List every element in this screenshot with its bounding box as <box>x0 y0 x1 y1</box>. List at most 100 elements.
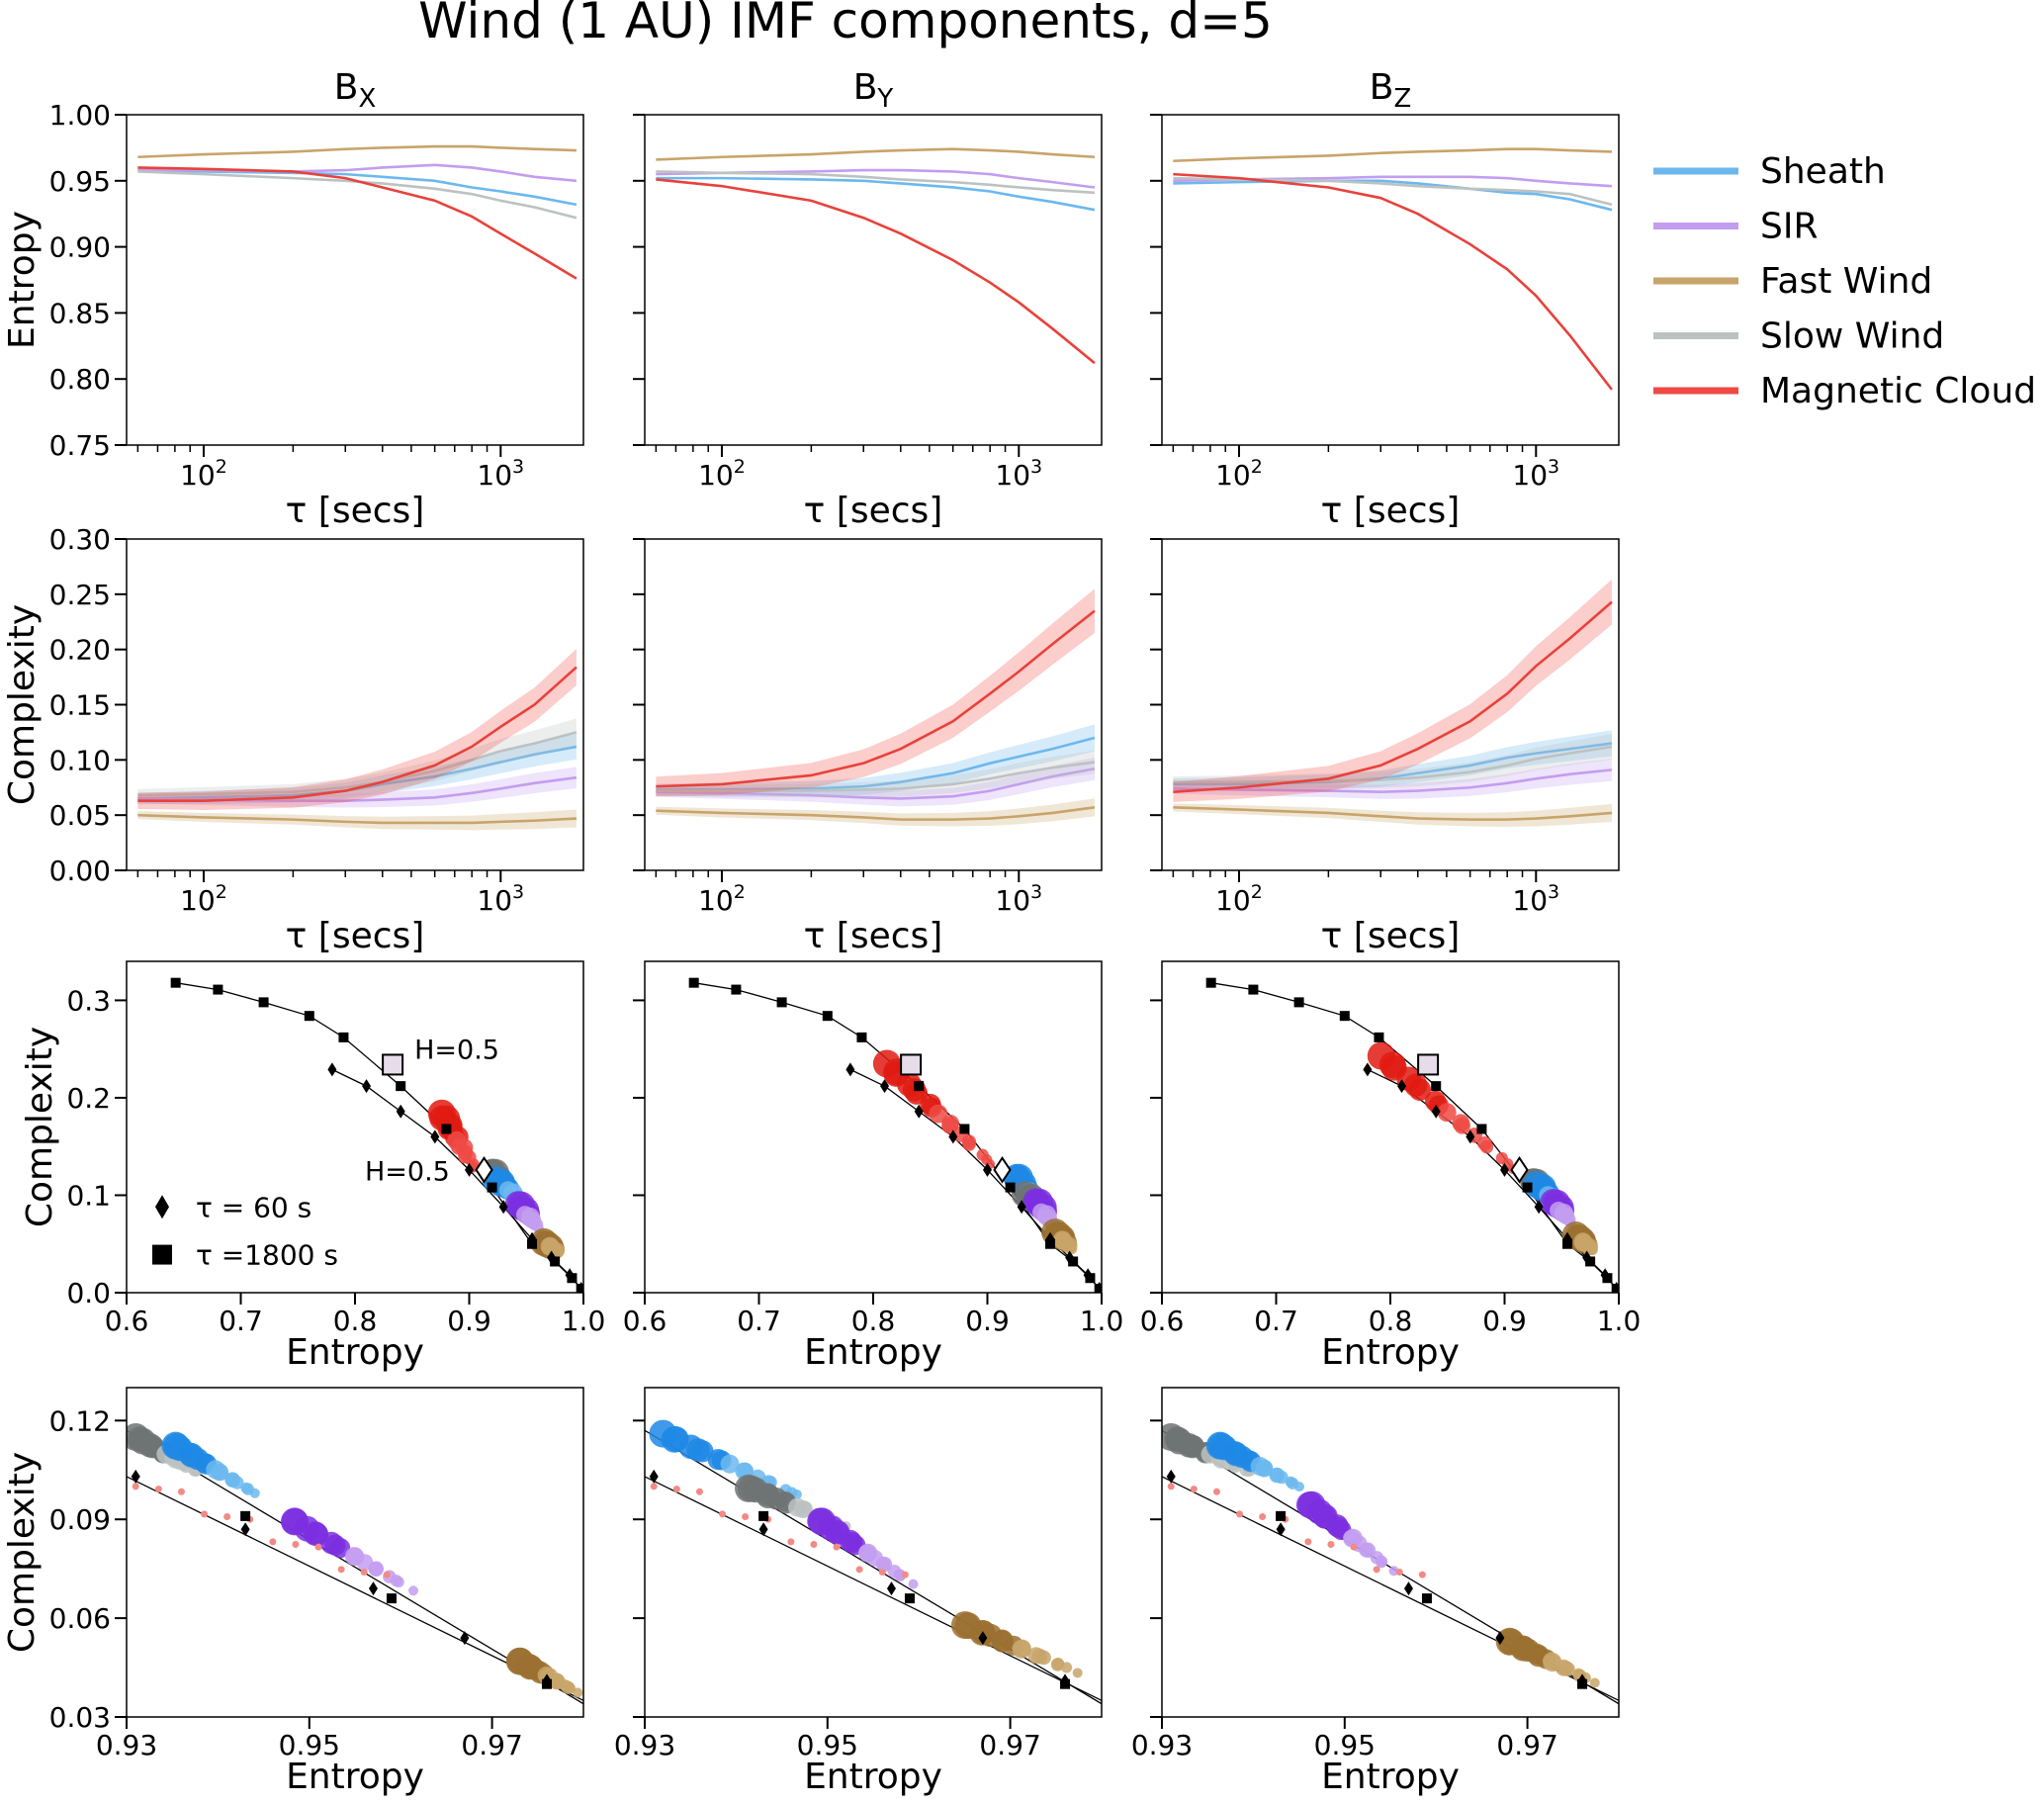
diamond-marker <box>1045 1231 1055 1246</box>
square-marker <box>1421 1593 1432 1604</box>
panel-entropy-vs-tau-bz: 102 103 τ [secs] <box>1150 114 1620 531</box>
y-tick-label: 0.30 <box>49 523 111 556</box>
diamond-marker <box>430 1129 440 1144</box>
line-sheath <box>656 736 1096 791</box>
axes-frame <box>1161 538 1620 871</box>
cluster-point-magnetic-cloud <box>833 1543 841 1551</box>
x-tick-label: 0.93 <box>614 1729 675 1761</box>
diamond-marker <box>465 1162 474 1177</box>
diamond-marker <box>460 1631 470 1646</box>
panel-entropy-vs-tau-bx: 0.75 0.80 0.85 0.90 0.95 1.00 102 103 τ [secs] En… <box>2 99 584 531</box>
x-axis-label: τ [secs] <box>286 491 425 531</box>
y-tick-label: 0.20 <box>49 634 111 667</box>
diamond-marker <box>1495 1631 1505 1646</box>
x-tick-label: 0.9 <box>447 1305 491 1337</box>
line-fast-wind <box>1173 147 1612 163</box>
x-tick-label: 102 <box>1215 456 1263 492</box>
column-title: BY <box>853 67 894 114</box>
x-tick-label: 0.9 <box>1482 1305 1527 1337</box>
square-marker <box>758 1510 769 1521</box>
cluster-point-magnetic-cloud <box>1327 1541 1335 1549</box>
y-tick-label: 0.3 <box>66 984 111 1017</box>
cluster-point-sheath <box>720 1454 740 1474</box>
cluster-point-sir <box>393 1576 404 1588</box>
cluster-point-magnetic-cloud <box>1236 1510 1244 1518</box>
line-sheath <box>656 176 1096 212</box>
cluster-point-magnetic-cloud <box>929 1104 948 1124</box>
square-marker <box>338 1032 349 1042</box>
plot-area <box>137 649 578 831</box>
x-axis-label: τ [secs] <box>1321 916 1461 956</box>
x-axis-label: Entropy <box>286 1757 424 1797</box>
cluster-point-magnetic-cloud <box>878 1568 886 1576</box>
cluster-point-magnetic-cloud <box>1479 1139 1494 1154</box>
cluster-point-sheath <box>1285 1476 1296 1488</box>
cluster-point-magnetic-cloud <box>269 1538 277 1546</box>
axes-frame <box>1161 1387 1620 1718</box>
cluster-point-magnetic-cloud <box>810 1541 818 1549</box>
panel-complexity-vs-tau-by: 102 103 τ [secs] <box>633 538 1103 956</box>
highlight-diamond-marker <box>475 1156 493 1184</box>
diamond-marker <box>1600 1268 1610 1283</box>
square-marker <box>240 1510 251 1521</box>
legend-label-fast-wind: Fast Wind <box>1760 261 1932 302</box>
x-tick-label: 102 <box>180 881 227 917</box>
x-axis-label: τ [secs] <box>1321 491 1461 531</box>
cluster-point-fast-wind <box>1064 1242 1075 1253</box>
diamond-marker <box>1065 1250 1075 1265</box>
square-marker <box>1276 1510 1287 1521</box>
band-sir <box>137 767 577 808</box>
diamond-marker <box>1060 1673 1070 1688</box>
band-magnetic-cloud <box>656 588 1095 797</box>
panel-complexity-entropy-plane-by: 0.6 0.7 0.8 0.9 1.0 Entropy <box>623 960 1123 1373</box>
diamond-marker <box>577 1282 583 1293</box>
x-axis-label: Entropy <box>1321 1757 1460 1797</box>
cluster-point-magnetic-cloud <box>1212 1488 1220 1495</box>
column-title: BZ <box>1370 67 1412 114</box>
cluster-point-sheath <box>1275 1470 1289 1485</box>
y-tick-label: 0.03 <box>49 1701 111 1734</box>
diamond-marker <box>1612 1282 1619 1293</box>
cluster-point-fast-wind <box>1072 1668 1083 1678</box>
axes-frame <box>1161 114 1620 446</box>
plot-area <box>170 977 583 1293</box>
fbm-line-tau60 <box>645 1476 1102 1701</box>
legend-diamond-icon <box>155 1195 169 1219</box>
line-fast-wind <box>656 147 1096 161</box>
x-tick-label: 0.6 <box>105 1305 149 1337</box>
x-tick-label: 0.7 <box>737 1305 781 1337</box>
square-marker <box>776 997 787 1008</box>
diamond-marker <box>542 1673 552 1688</box>
line-sir <box>656 168 1096 189</box>
line-sheath <box>1173 179 1613 212</box>
panel-complexity-entropy-plane-bx: 0.0 0.1 0.2 0.3 0.6 0.7 0.8 0.9 1.0 Entropy Comple… <box>20 960 605 1373</box>
square-marker <box>258 997 269 1008</box>
x-tick-label: 103 <box>995 456 1042 492</box>
square-marker <box>396 1081 406 1092</box>
cluster-point-sir <box>908 1579 919 1589</box>
x-tick-label: 103 <box>1512 456 1559 492</box>
axes-frame <box>126 114 584 446</box>
x-axis-label: τ [secs] <box>804 491 943 531</box>
square-marker <box>1522 1182 1533 1193</box>
y-axis-label: Complexity <box>20 1027 60 1227</box>
cluster-point-magnetic-cloud <box>1437 1103 1457 1123</box>
axes-frame <box>644 960 1103 1294</box>
square-marker <box>1374 1032 1384 1042</box>
cluster-point-sir <box>330 1538 351 1559</box>
x-tick-label: 0.97 <box>979 1729 1040 1761</box>
column-titles: BX BY BZ <box>334 67 1412 114</box>
y-tick-label: 0.2 <box>66 1082 111 1115</box>
plot-area <box>1173 147 1613 391</box>
cluster-point-magnetic-cloud <box>1190 1486 1198 1493</box>
cluster-point-sir <box>369 1562 384 1577</box>
plot-area <box>137 144 578 280</box>
cluster-point-magnetic-cloud <box>962 1137 976 1151</box>
diamond-marker <box>1095 1282 1102 1293</box>
x-tick-label: 103 <box>477 456 524 492</box>
line-fast-wind <box>656 806 1096 821</box>
cluster-point-fast-wind <box>1585 1243 1596 1254</box>
line-magnetic-cloud <box>137 166 578 280</box>
annotation-h-diamond: H=0.5 <box>365 1157 450 1188</box>
line-sheath <box>137 168 578 207</box>
